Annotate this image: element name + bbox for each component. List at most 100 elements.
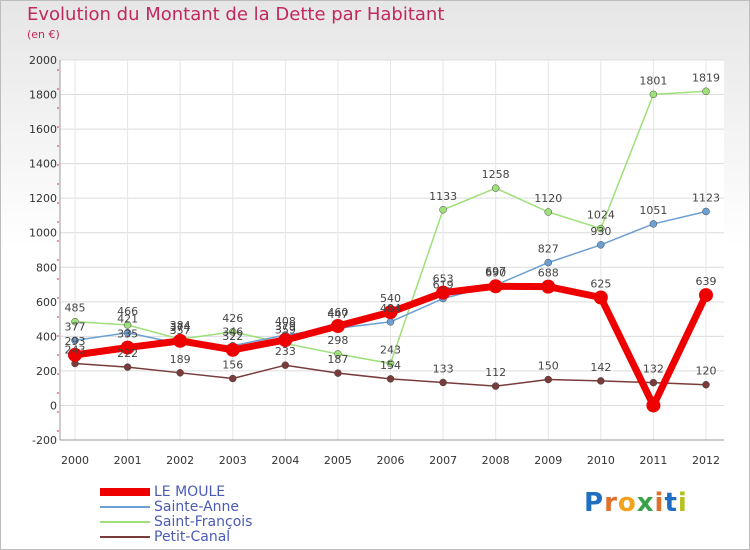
x-tick-label: 2012 bbox=[692, 454, 720, 467]
data-label: 243 bbox=[65, 343, 86, 356]
data-label: 243 bbox=[380, 343, 401, 356]
data-point bbox=[649, 220, 658, 228]
data-label: 639 bbox=[696, 275, 717, 288]
data-label: 447 bbox=[327, 308, 348, 321]
data-label: 156 bbox=[222, 359, 243, 372]
data-label: 154 bbox=[380, 359, 401, 372]
y-tick-label: -200 bbox=[32, 434, 57, 447]
data-point bbox=[120, 340, 135, 355]
legend-swatch bbox=[100, 506, 150, 508]
data-point bbox=[123, 363, 132, 371]
data-label: 322 bbox=[222, 330, 243, 343]
legend-item-le-moule: LE MOULE bbox=[100, 484, 360, 500]
data-label: 485 bbox=[65, 302, 86, 315]
data-point bbox=[593, 290, 608, 305]
data-label: 293 bbox=[65, 335, 86, 348]
data-point bbox=[541, 279, 556, 294]
data-label: 625 bbox=[590, 278, 611, 291]
legend-swatch bbox=[100, 536, 150, 538]
data-label: 150 bbox=[538, 360, 559, 373]
data-point bbox=[646, 398, 661, 413]
data-label: 408 bbox=[275, 315, 296, 328]
data-label: 233 bbox=[275, 345, 296, 358]
data-point bbox=[597, 377, 605, 385]
proxiti-logo: Proxiti bbox=[584, 488, 688, 518]
data-label: 335 bbox=[117, 328, 138, 341]
data-label: 187 bbox=[327, 353, 348, 366]
data-point bbox=[488, 279, 503, 294]
data-point bbox=[176, 369, 184, 377]
data-label: 1801 bbox=[639, 74, 667, 87]
x-tick-label: 2002 bbox=[166, 454, 194, 467]
data-label: 142 bbox=[590, 361, 611, 374]
data-point bbox=[544, 258, 552, 267]
data-label: 426 bbox=[222, 312, 243, 325]
data-label: 298 bbox=[327, 334, 348, 347]
legend-item-petit-canal: Petit-Canal bbox=[100, 529, 360, 545]
data-label: 120 bbox=[696, 365, 717, 378]
data-label: 466 bbox=[117, 305, 138, 318]
data-label: 384 bbox=[170, 319, 191, 332]
y-tick-label: 1200 bbox=[29, 192, 57, 205]
data-point bbox=[544, 208, 552, 216]
y-tick-label: 1400 bbox=[29, 158, 57, 171]
legend-swatch bbox=[100, 488, 150, 496]
data-point bbox=[702, 380, 710, 389]
data-label: 222 bbox=[117, 347, 138, 360]
x-tick-label: 2009 bbox=[534, 454, 562, 467]
data-label: 374 bbox=[170, 321, 191, 334]
logo-letter: i bbox=[677, 488, 688, 518]
chart-title: Evolution du Montant de la Dette par Hab… bbox=[27, 4, 445, 25]
data-label: 421 bbox=[117, 313, 138, 326]
logo-letter: i bbox=[654, 488, 665, 518]
data-label: 1024 bbox=[587, 209, 615, 222]
data-label: 357 bbox=[170, 324, 191, 337]
x-tick-label: 2011 bbox=[639, 454, 667, 467]
legend-label: LE MOULE bbox=[154, 484, 226, 500]
data-label: 379 bbox=[275, 320, 296, 333]
data-point bbox=[386, 359, 395, 368]
x-tick-label: 2001 bbox=[114, 454, 142, 467]
data-point bbox=[491, 382, 500, 390]
y-tick-label: 1000 bbox=[29, 227, 57, 240]
data-point bbox=[123, 328, 132, 337]
legend-swatch bbox=[100, 521, 150, 523]
data-label: 359 bbox=[275, 323, 296, 336]
x-tick-label: 2004 bbox=[271, 454, 299, 467]
data-point bbox=[386, 375, 395, 383]
data-point bbox=[71, 317, 79, 326]
y-tick-label: 400 bbox=[36, 330, 57, 343]
data-point bbox=[123, 321, 132, 329]
data-label: 1120 bbox=[534, 192, 562, 205]
data-label: 827 bbox=[538, 243, 559, 256]
data-point bbox=[386, 318, 395, 326]
data-label: 540 bbox=[380, 292, 401, 305]
data-point bbox=[649, 378, 658, 387]
y-tick-label: 1600 bbox=[29, 123, 57, 136]
x-tick-label: 2005 bbox=[324, 454, 352, 467]
data-point bbox=[702, 207, 710, 216]
data-point bbox=[229, 328, 237, 336]
data-point bbox=[68, 347, 82, 362]
y-tick-label: 0 bbox=[50, 399, 57, 412]
data-label: 1133 bbox=[429, 190, 457, 203]
logo-letter: o bbox=[617, 488, 637, 518]
data-point bbox=[173, 333, 188, 348]
data-label: 619 bbox=[433, 279, 454, 292]
data-label: 189 bbox=[170, 353, 191, 366]
data-label: 697 bbox=[485, 265, 506, 278]
x-tick-label: 2007 bbox=[429, 454, 457, 467]
data-point bbox=[699, 288, 713, 303]
data-label: 1819 bbox=[692, 71, 720, 84]
data-point bbox=[597, 241, 605, 249]
legend-item-saint-francois: Saint-François bbox=[100, 514, 360, 530]
data-label: 484 bbox=[380, 302, 401, 315]
data-point bbox=[702, 87, 710, 96]
logo-letter: x bbox=[636, 488, 655, 518]
data-point bbox=[334, 350, 342, 358]
data-point bbox=[491, 184, 500, 192]
logo-letter: P bbox=[584, 488, 605, 518]
data-label: 1123 bbox=[692, 191, 720, 204]
data-point bbox=[330, 319, 345, 333]
